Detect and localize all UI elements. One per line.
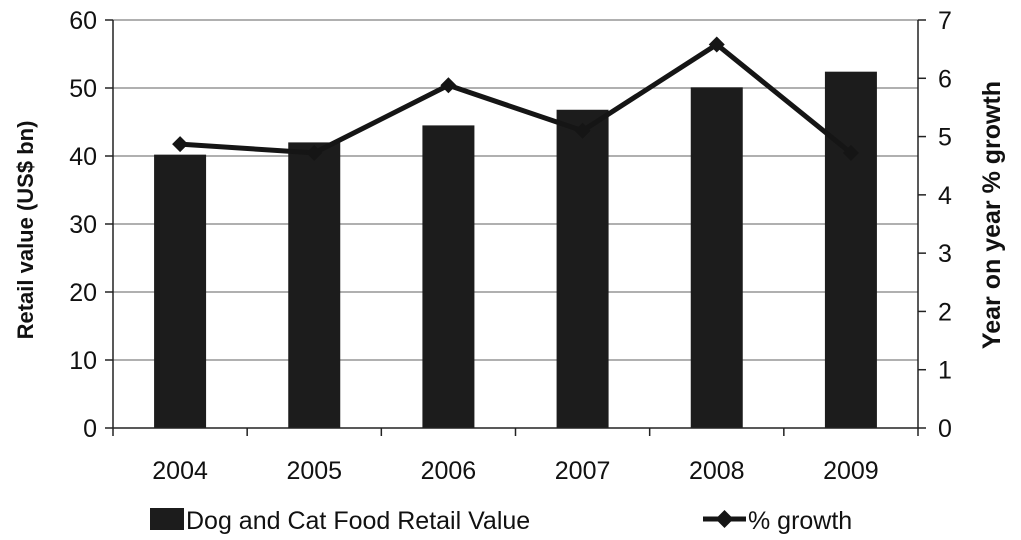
bar [154,154,207,428]
growth-point [306,144,323,161]
legend-label-growth: % growth [748,507,852,535]
y-right-tick-label: 0 [938,415,952,443]
x-tick-label: 2007 [555,457,611,485]
growth-point [172,136,189,153]
x-tick-label: 2009 [823,457,879,485]
y-right-tick-label: 4 [938,182,952,210]
y-right-tick-label: 3 [938,240,952,268]
y-axis-right-title: Year on year % growth [978,81,1006,349]
y-axis-left-title: Retail value (US$ bn) [13,121,38,340]
x-tick-label: 2008 [689,457,745,485]
y-left-tick-label: 20 [69,279,97,307]
y-left-tick-label: 10 [69,347,97,375]
growth-point [842,144,859,161]
bar [824,71,877,429]
legend: Dog and Cat Food Retail Value % growth [150,507,852,535]
y-right-tick-label: 5 [938,124,952,152]
y-left-tick-label: 30 [69,211,97,239]
y-left-tick-label: 50 [69,75,97,103]
legend-label-bar: Dog and Cat Food Retail Value [186,507,530,535]
growth-point [708,36,725,53]
line-series [172,36,859,161]
y-right-tick-label: 6 [938,65,952,93]
bar [556,109,609,428]
tick-labels: 0 10 20 30 40 50 60 0 1 2 3 4 5 6 7 2004 2005 2006 2007 200… [69,7,952,485]
legend-swatch-bar [150,508,184,530]
grid-lines [113,19,918,361]
x-tick-label: 2004 [152,457,208,485]
growth-point [574,122,591,139]
y-right-tick-label: 1 [938,357,952,385]
y-right-tick-label: 2 [938,298,952,326]
y-left-tick-label: 40 [69,143,97,171]
legend-marker-growth [715,510,734,528]
axes [105,19,926,436]
bar [690,87,743,428]
y-left-tick-label: 60 [69,7,97,35]
bar-series [154,71,877,429]
growth-line [179,41,853,156]
y-left-tick-label: 0 [83,415,97,443]
bar [422,125,475,429]
growth-point [440,77,457,94]
bar [288,142,341,428]
x-tick-label: 2005 [286,457,342,485]
x-tick-label: 2006 [421,457,477,485]
y-right-tick-label: 7 [938,7,952,35]
